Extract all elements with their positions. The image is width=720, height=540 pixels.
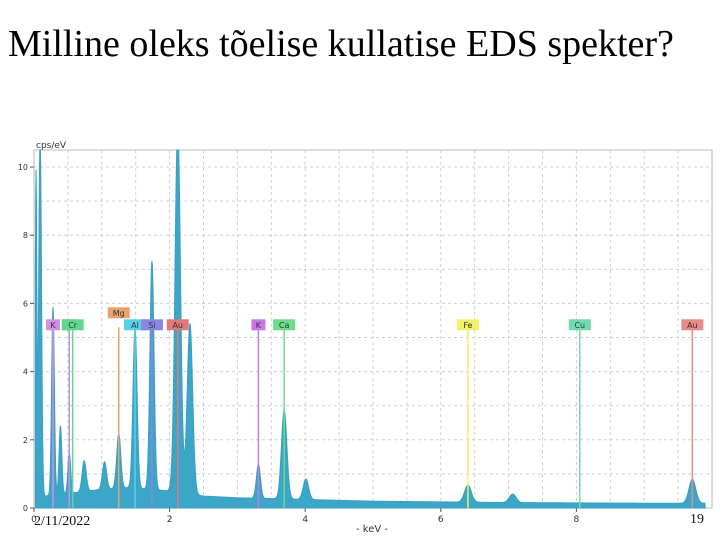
element-marker-label: Au [687,321,698,330]
element-markers: KOCrMgAlSiAuKCaFeCuAu [45,307,704,508]
element-marker-tag [456,319,479,331]
y-tick-label: 8 [23,231,28,240]
x-tick-label: 4 [302,515,308,525]
element-marker-tag [273,319,296,331]
y-tick-label: 0 [23,504,28,513]
footer-date: 2/11/2022 [34,514,91,529]
element-marker-tag [681,319,704,331]
spectrum-series [34,149,706,509]
element-marker-tag [251,319,266,331]
element-marker-tag [107,307,130,319]
x-tick-label: 2 [167,515,173,525]
slide-title: Milline oleks tõelise kullatise EDS spek… [8,23,674,65]
element-marker-label: Mg [113,309,125,318]
element-marker-label: Fe [463,321,472,330]
x-tick-label: 6 [438,515,444,525]
x-axis-ticks: 0 2 4 6 8 [31,508,580,525]
element-marker-tag [140,319,163,331]
element-marker-label: Cr [68,321,78,330]
element-marker-label: Si [148,321,155,330]
y-tick-label: 4 [23,368,28,377]
element-marker-tag [166,319,189,331]
x-tick-label: 0 [31,515,37,525]
y-tick-label: 6 [23,299,28,308]
page-number: 19 [690,512,704,527]
y-tick-label: 10 [18,163,28,172]
grid [34,150,712,508]
x-axis-label: - keV - [356,524,388,535]
element-marker-tag [61,319,84,331]
y-tick-label: 2 [23,436,28,445]
element-marker-label: Ca [279,321,290,330]
element-marker-label: K [50,321,56,330]
element-marker-tag [45,319,60,331]
y-axis-ticks: 0 2 4 6 8 10 [18,163,34,513]
x-tick-label: 8 [574,515,580,525]
element-marker-label: Au [172,321,183,330]
element-marker-label: K [256,321,262,330]
element-marker-tag [124,319,147,331]
element-marker-tag [568,319,591,331]
element-marker-label: Cu [574,321,585,330]
y-axis-label: cps/eV [36,141,67,151]
element-marker-label: Al [131,321,139,330]
